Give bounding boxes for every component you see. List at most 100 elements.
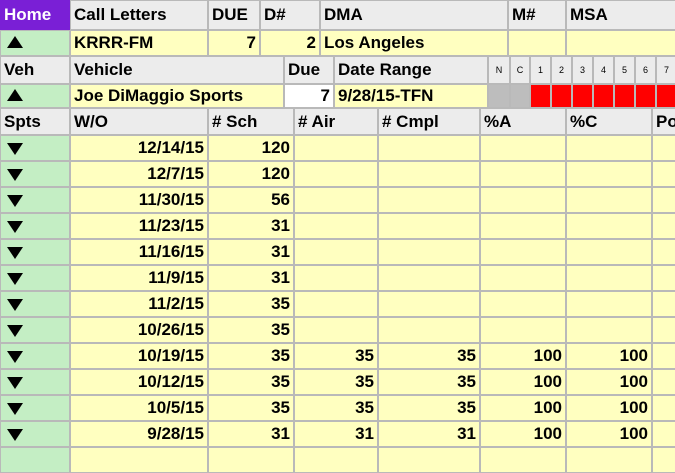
row-expand-button[interactable]: [0, 187, 70, 213]
cell-cmpl: [378, 291, 480, 317]
cell-sch: 120: [208, 161, 294, 187]
row-expand-button[interactable]: [0, 317, 70, 343]
triangle-down-icon: [7, 299, 23, 311]
cell-wo[interactable]: 10/12/15: [70, 369, 208, 395]
cell-sch: 35: [208, 369, 294, 395]
cell-cmpl: [378, 265, 480, 291]
cell-wo[interactable]: 11/30/15: [70, 187, 208, 213]
cell-sch: 31: [208, 421, 294, 447]
mini-col-header: 3: [572, 56, 593, 84]
day-flag-cell[interactable]: [614, 84, 635, 108]
cell-pct-a: [480, 213, 566, 239]
cell-po: [652, 291, 675, 317]
cell-po: [652, 135, 675, 161]
cell-pct-c: [566, 161, 652, 187]
row-expand-button[interactable]: [0, 213, 70, 239]
day-flag-cell[interactable]: [656, 84, 675, 108]
row-expand-button[interactable]: [0, 447, 70, 473]
mini-col-header: 5: [614, 56, 635, 84]
row-expand-button[interactable]: [0, 343, 70, 369]
cell-sch: 35: [208, 317, 294, 343]
cell-wo[interactable]: 12/7/15: [70, 161, 208, 187]
due-header: DUE: [208, 0, 260, 30]
row-expand-button[interactable]: [0, 421, 70, 447]
triangle-down-icon: [7, 325, 23, 337]
cell-cmpl: 35: [378, 343, 480, 369]
triangle-down-icon: [7, 403, 23, 415]
row-expand-button[interactable]: [0, 161, 70, 187]
row-expand-button[interactable]: [0, 395, 70, 421]
cell-wo[interactable]: 11/9/15: [70, 265, 208, 291]
cell-air: [294, 447, 378, 473]
cell-wo[interactable]: 10/26/15: [70, 317, 208, 343]
cell-wo[interactable]: [70, 447, 208, 473]
call-letters-header: Call Letters: [70, 0, 208, 30]
msa-value: [566, 30, 675, 56]
cell-po: [652, 239, 675, 265]
day-flag-cell[interactable]: [530, 84, 551, 108]
cell-pct-c: [566, 187, 652, 213]
vehicle-name-value[interactable]: Joe DiMaggio Sports: [70, 84, 284, 108]
vehicle-due-header: Due: [284, 56, 334, 84]
cell-po: [652, 343, 675, 369]
cell-air: [294, 265, 378, 291]
day-flag-cell[interactable]: [488, 84, 510, 108]
cell-sch: 56: [208, 187, 294, 213]
row-expand-button[interactable]: [0, 291, 70, 317]
cell-wo[interactable]: 12/14/15: [70, 135, 208, 161]
vehicle-up-button[interactable]: [0, 84, 70, 108]
mini-col-header: N: [488, 56, 510, 84]
cell-air: [294, 187, 378, 213]
cell-wo[interactable]: 11/16/15: [70, 239, 208, 265]
dnum-header: D#: [260, 0, 320, 30]
day-flag-cell[interactable]: [572, 84, 593, 108]
triangle-down-icon: [7, 429, 23, 441]
col-header-po: Po: [652, 108, 675, 135]
cell-pct-c: 100: [566, 421, 652, 447]
cell-sch: 31: [208, 239, 294, 265]
station-up-button[interactable]: [0, 30, 70, 56]
vehicle-due-value[interactable]: 7: [284, 84, 334, 108]
cell-sch: 120: [208, 135, 294, 161]
home-button[interactable]: Home: [0, 0, 70, 30]
row-expand-button[interactable]: [0, 239, 70, 265]
cell-pct-c: [566, 291, 652, 317]
day-flag-cell[interactable]: [635, 84, 656, 108]
row-expand-button[interactable]: [0, 135, 70, 161]
cell-po: [652, 421, 675, 447]
day-flag-cell[interactable]: [593, 84, 614, 108]
date-range-value: 9/28/15-TFN: [334, 84, 488, 108]
cell-air: 35: [294, 369, 378, 395]
triangle-down-icon: [7, 273, 23, 285]
cell-pct-a: [480, 447, 566, 473]
cell-air: [294, 213, 378, 239]
cell-sch: 31: [208, 265, 294, 291]
cell-pct-c: [566, 447, 652, 473]
cell-pct-c: [566, 239, 652, 265]
cell-wo[interactable]: 11/2/15: [70, 291, 208, 317]
cell-wo[interactable]: 9/28/15: [70, 421, 208, 447]
row-expand-button[interactable]: [0, 265, 70, 291]
date-range-header: Date Range: [334, 56, 488, 84]
triangle-up-icon: [7, 89, 23, 101]
day-flag-cell[interactable]: [510, 84, 530, 108]
cell-pct-a: [480, 317, 566, 343]
cell-pct-c: 100: [566, 369, 652, 395]
cell-wo[interactable]: 11/23/15: [70, 213, 208, 239]
cell-cmpl: [378, 187, 480, 213]
triangle-down-icon: [7, 351, 23, 363]
day-flag-cell[interactable]: [551, 84, 572, 108]
col-header-wo: W/O: [70, 108, 208, 135]
cell-pct-a: [480, 135, 566, 161]
mini-col-header: 6: [635, 56, 656, 84]
mini-col-header: 2: [551, 56, 572, 84]
mini-col-header: 7: [656, 56, 675, 84]
call-letters-value[interactable]: KRRR-FM: [70, 30, 208, 56]
mini-col-header: C: [510, 56, 530, 84]
dma-value: Los Angeles: [320, 30, 508, 56]
cell-po: [652, 187, 675, 213]
cell-wo[interactable]: 10/19/15: [70, 343, 208, 369]
cell-cmpl: [378, 239, 480, 265]
cell-wo[interactable]: 10/5/15: [70, 395, 208, 421]
row-expand-button[interactable]: [0, 369, 70, 395]
